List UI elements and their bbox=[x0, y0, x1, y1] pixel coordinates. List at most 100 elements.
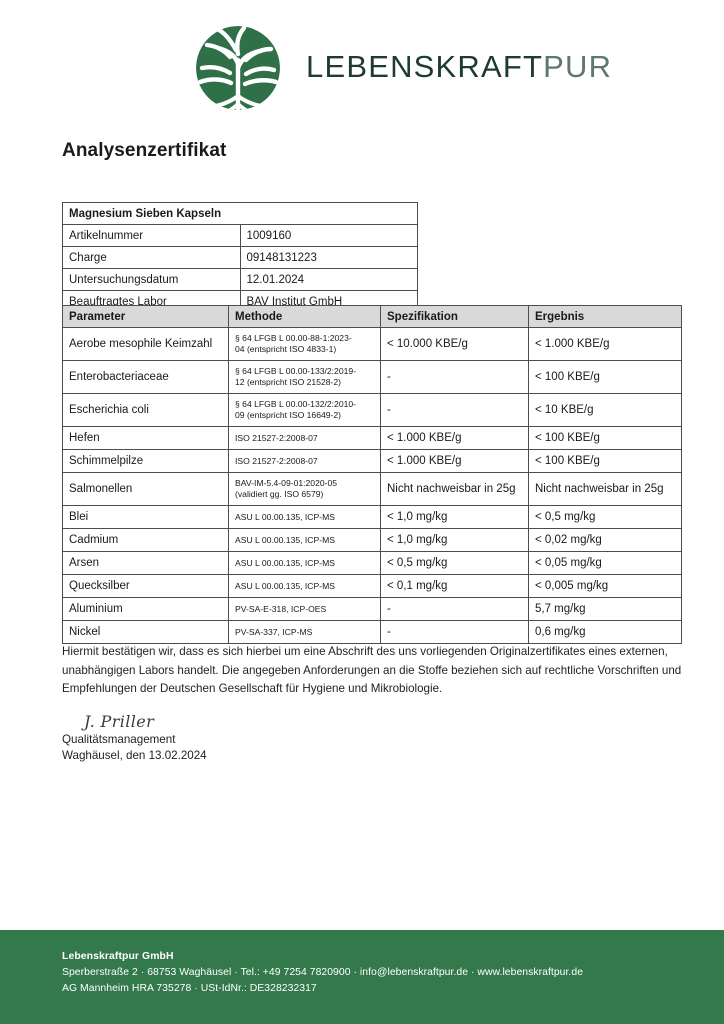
methode-line-2: 12 (entspricht ISO 21528-2) bbox=[235, 377, 342, 387]
column-header-ergebnis: Ergebnis bbox=[528, 305, 682, 328]
column-header-parameter: Parameter bbox=[62, 305, 229, 328]
confirmation-statement: Hiermit bestätigen wir, dass es sich hie… bbox=[62, 645, 682, 695]
table-row: Aerobe mesophile Keimzahl § 64 LFGB L 00.… bbox=[62, 327, 682, 361]
info-value-charge: 09148131223 bbox=[239, 246, 418, 269]
analysis-results-table: Parameter Methode Spezifikation Ergebnis… bbox=[62, 305, 682, 644]
results-table-body: Aerobe mesophile Keimzahl § 64 LFGB L 00.… bbox=[62, 327, 682, 644]
cell-ergebnis: < 100 KBE/g bbox=[528, 449, 682, 473]
signature-block: J. Priller Qualitätsmanagement Waghäusel… bbox=[62, 712, 462, 764]
cell-parameter: Quecksilber bbox=[62, 574, 229, 598]
cell-spezifikation: - bbox=[380, 360, 529, 394]
page-title: Analysenzertifikat bbox=[62, 140, 227, 161]
cell-spezifikation: < 1.000 KBE/g bbox=[380, 449, 529, 473]
table-row: Quecksilber ASU L 00.00.135, ICP-MS < 0,1 … bbox=[62, 574, 682, 598]
methode-line-1: BAV-IM-5.4-09-01:2020-05 bbox=[235, 478, 338, 488]
cell-ergebnis: 5,7 mg/kg bbox=[528, 597, 682, 621]
signature-place-date: Waghäusel, den 13.02.2024 bbox=[62, 749, 207, 762]
cell-ergebnis: < 100 KBE/g bbox=[528, 360, 682, 394]
methode-line-1: ASU L 00.00.135, ICP-MS bbox=[235, 557, 335, 568]
table-row: Untersuchungsdatum 12.01.2024 bbox=[62, 268, 418, 291]
methode-line-2: 04 (entspricht ISO 4833-1) bbox=[235, 344, 337, 354]
cell-methode: § 64 LFGB L 00.00-132/2:2010- 09 (entspri… bbox=[228, 393, 381, 427]
cell-spezifikation: < 0,5 mg/kg bbox=[380, 551, 529, 575]
footer-contact-line: Sperberstraße 2 · 68753 Waghäusel · Tel.… bbox=[62, 967, 584, 978]
cell-spezifikation: < 0,1 mg/kg bbox=[380, 574, 529, 598]
cell-methode: ISO 21527-2:2008-07 bbox=[228, 426, 381, 450]
cell-parameter: Escherichia coli bbox=[62, 393, 229, 427]
cell-parameter: Arsen bbox=[62, 551, 229, 575]
cell-methode: ASU L 00.00.135, ICP-MS bbox=[228, 574, 381, 598]
methode-line-1: ISO 21527-2:2008-07 bbox=[235, 432, 318, 443]
tree-with-roots-icon bbox=[186, 24, 290, 124]
table-row: Blei ASU L 00.00.135, ICP-MS < 1,0 mg/kg < … bbox=[62, 505, 682, 529]
cell-parameter: Blei bbox=[62, 505, 229, 529]
cell-ergebnis: < 0,5 mg/kg bbox=[528, 505, 682, 529]
cell-spezifikation: < 10.000 KBE/g bbox=[380, 327, 529, 361]
handwritten-signature: J. Priller bbox=[84, 712, 155, 731]
cell-methode: § 64 LFGB L 00.00-133/2:2019- 12 (entspri… bbox=[228, 360, 381, 394]
cell-spezifikation: - bbox=[380, 597, 529, 621]
info-label-artikelnummer: Artikelnummer bbox=[62, 224, 241, 247]
cell-methode: ASU L 00.00.135, ICP-MS bbox=[228, 505, 381, 529]
table-row: Artikelnummer 1009160 bbox=[62, 224, 418, 247]
cell-spezifikation: < 1,0 mg/kg bbox=[380, 505, 529, 529]
cell-ergebnis: < 10 KBE/g bbox=[528, 393, 682, 427]
table-row: Salmonellen BAV-IM-5.4-09-01:2020-05 (vali… bbox=[62, 472, 682, 506]
cell-methode: ISO 21527-2:2008-07 bbox=[228, 449, 381, 473]
brand-wordmark: LEBENSKRAFTPUR bbox=[306, 50, 612, 84]
table-row: Charge 09148131223 bbox=[62, 246, 418, 269]
cell-ergebnis: < 0,02 mg/kg bbox=[528, 528, 682, 552]
info-value-untersuchungsdatum: 12.01.2024 bbox=[239, 268, 418, 291]
cell-parameter: Aluminium bbox=[62, 597, 229, 621]
document-header: LEBENSKRAFTPUR bbox=[0, 0, 724, 128]
cell-spezifikation: - bbox=[380, 620, 529, 644]
table-row: Arsen ASU L 00.00.135, ICP-MS < 0,5 mg/kg <… bbox=[62, 551, 682, 575]
cell-ergebnis: < 0,05 mg/kg bbox=[528, 551, 682, 575]
cell-parameter: Hefen bbox=[62, 426, 229, 450]
methode-line-1: ASU L 00.00.135, ICP-MS bbox=[235, 534, 335, 545]
methode-line-1: ASU L 00.00.135, ICP-MS bbox=[235, 511, 335, 522]
signature-role: Qualitätsmanagement bbox=[62, 733, 176, 746]
cell-methode: BAV-IM-5.4-09-01:2020-05 (validiert gg. I… bbox=[228, 472, 381, 506]
cell-methode: ASU L 00.00.135, ICP-MS bbox=[228, 528, 381, 552]
wordmark-primary: LEBENSKRAFT bbox=[306, 49, 544, 84]
product-info-table: Magnesium Sieben Kapseln Artikelnummer 1… bbox=[62, 202, 418, 313]
cell-parameter: Enterobacteriaceae bbox=[62, 360, 229, 394]
table-row: Cadmium ASU L 00.00.135, ICP-MS < 1,0 mg/k… bbox=[62, 528, 682, 552]
cell-methode: PV-SA-337, ICP-MS bbox=[228, 620, 381, 644]
methode-line-1: PV-SA-337, ICP-MS bbox=[235, 626, 313, 637]
cell-ergebnis: < 0,005 mg/kg bbox=[528, 574, 682, 598]
cell-spezifikation: Nicht nachweisbar in 25g bbox=[380, 472, 529, 506]
cell-spezifikation: < 1.000 KBE/g bbox=[380, 426, 529, 450]
product-name-cell: Magnesium Sieben Kapseln bbox=[62, 202, 418, 225]
info-value-artikelnummer: 1009160 bbox=[239, 224, 418, 247]
table-row: Hefen ISO 21527-2:2008-07 < 1.000 KBE/g < 1… bbox=[62, 426, 682, 450]
cell-ergebnis: Nicht nachweisbar in 25g bbox=[528, 472, 682, 506]
methode-line-1: ASU L 00.00.135, ICP-MS bbox=[235, 580, 335, 591]
table-row: Escherichia coli § 64 LFGB L 00.00-132/2:… bbox=[62, 393, 682, 427]
footer-registry-line: AG Mannheim HRA 735278 · USt-IdNr.: DE32… bbox=[62, 983, 317, 994]
cell-ergebnis: < 100 KBE/g bbox=[528, 426, 682, 450]
info-label-untersuchungsdatum: Untersuchungsdatum bbox=[62, 268, 241, 291]
wordmark-secondary: PUR bbox=[543, 49, 613, 84]
methode-line-1: PV-SA-E-318, ICP-OES bbox=[235, 603, 327, 614]
methode-line-1: § 64 LFGB L 00.00-133/2:2019- bbox=[235, 366, 357, 376]
footer-company-name: Lebenskraftpur GmbH bbox=[62, 951, 174, 962]
info-label-charge: Charge bbox=[62, 246, 241, 269]
table-row: Aluminium PV-SA-E-318, ICP-OES -5,7 mg/kg bbox=[62, 597, 682, 621]
cell-parameter: Schimmelpilze bbox=[62, 449, 229, 473]
footer-content: Lebenskraftpur GmbH Sperberstraße 2 · 68… bbox=[62, 949, 583, 997]
table-row: Magnesium Sieben Kapseln bbox=[62, 202, 418, 225]
methode-line-1: ISO 21527-2:2008-07 bbox=[235, 455, 318, 466]
cell-parameter: Nickel bbox=[62, 620, 229, 644]
column-header-methode: Methode bbox=[228, 305, 381, 328]
cell-spezifikation: < 1,0 mg/kg bbox=[380, 528, 529, 552]
cell-ergebnis: < 1.000 KBE/g bbox=[528, 327, 682, 361]
methode-line-2: 09 (entspricht ISO 16649-2) bbox=[235, 410, 342, 420]
methode-line-1: § 64 LFGB L 00.00-88-1:2023- bbox=[235, 333, 352, 343]
cell-parameter: Cadmium bbox=[62, 528, 229, 552]
cell-methode: ASU L 00.00.135, ICP-MS bbox=[228, 551, 381, 575]
table-row: Schimmelpilze ISO 21527-2:2008-07 < 1.000 … bbox=[62, 449, 682, 473]
table-row: Nickel PV-SA-337, ICP-MS -0,6 mg/kg bbox=[62, 620, 682, 644]
cell-parameter: Salmonellen bbox=[62, 472, 229, 506]
